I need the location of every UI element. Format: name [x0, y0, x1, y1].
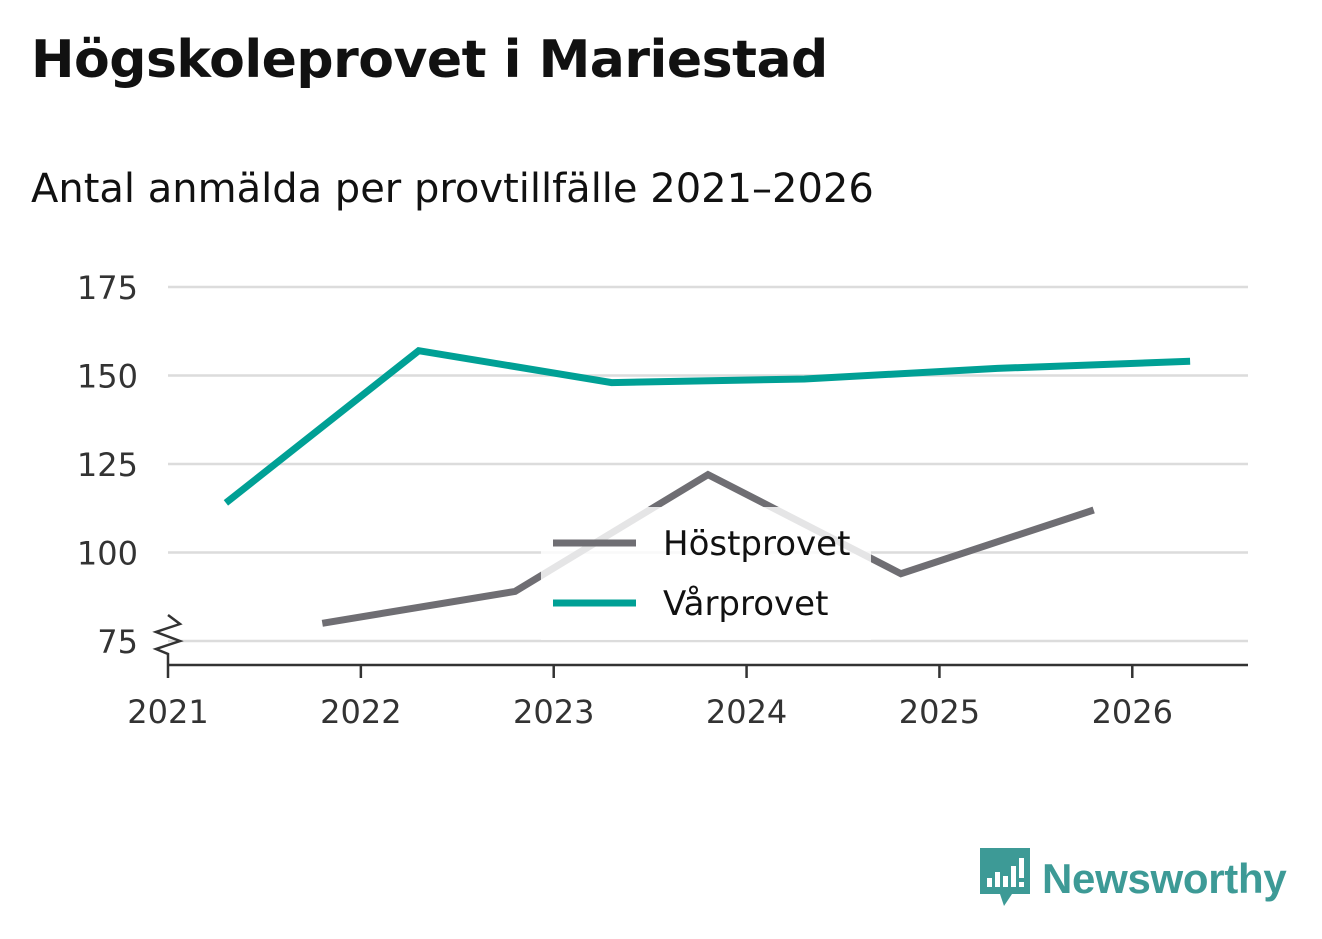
x-tick-label-2024: 2024: [706, 693, 787, 731]
data-series: [223, 346, 1191, 627]
x-tick-label-2021: 2021: [127, 693, 208, 731]
legend[interactable]: Höstprovet Vårprovet: [541, 507, 871, 640]
series-line-hostprovet: [321, 470, 1095, 627]
gridlines: [168, 285, 1248, 643]
y-tick-label-175: 175: [77, 269, 138, 307]
newsworthy-wordmark: Newsworthy: [1042, 855, 1287, 902]
legend-label-varprovet[interactable]: Vårprovet: [663, 584, 828, 624]
axes: 75 100 125 150 175 2021 2022 2023 2024 2025 2026: [77, 269, 1248, 731]
chart-subtitle: Antal anmälda per provtillfälle 2021–202…: [31, 166, 874, 212]
newsworthy-logo-icon: [980, 848, 1030, 906]
legend-label-hostprovet[interactable]: Höstprovet: [663, 524, 850, 564]
x-tick-label-2026: 2026: [1092, 693, 1173, 731]
legend-background: [541, 507, 871, 640]
chart-title: Högskoleprovet i Mariestad: [31, 30, 828, 90]
y-tick-label-125: 125: [77, 446, 138, 484]
x-tick-label-2023: 2023: [513, 693, 594, 731]
y-tick-label-100: 100: [77, 535, 138, 573]
y-tick-label-75: 75: [97, 623, 138, 661]
y-tick-label-150: 150: [77, 358, 138, 396]
y-axis-break: [152, 614, 184, 665]
series-line-varprovet: [223, 346, 1191, 506]
newsworthy-brand[interactable]: Newsworthy: [980, 848, 1287, 910]
x-tick-label-2025: 2025: [899, 693, 980, 731]
x-tick-label-2022: 2022: [320, 693, 401, 731]
